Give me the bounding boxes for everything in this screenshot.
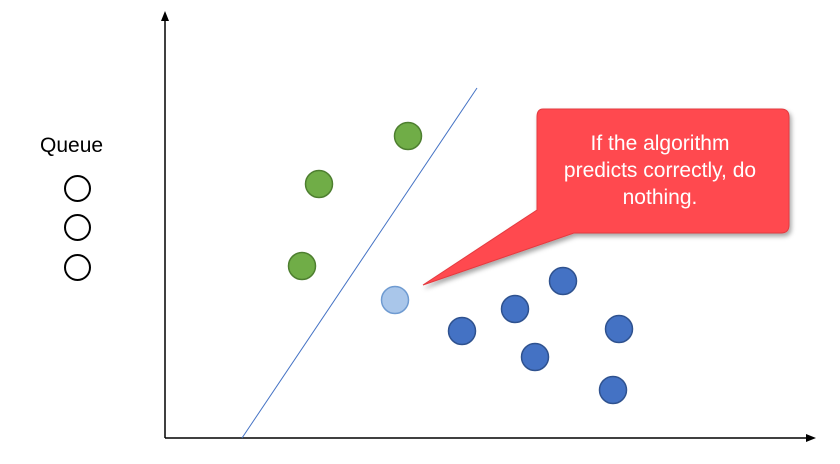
class-a-point xyxy=(304,169,334,199)
queue-slot xyxy=(64,214,91,241)
queue-slot xyxy=(64,175,91,202)
class-b-point xyxy=(447,316,477,346)
class-a-point xyxy=(393,121,423,151)
current-sample-point xyxy=(380,285,410,315)
class-b-point xyxy=(548,266,578,296)
queue-title: Queue xyxy=(40,134,104,157)
x-axis-arrow xyxy=(806,434,816,442)
callout-text: If the algorithm predicts correctly, do … xyxy=(536,130,784,211)
class-b-point xyxy=(598,375,628,405)
class-b-point xyxy=(500,294,530,324)
y-axis-arrow xyxy=(161,11,169,21)
class-b-point xyxy=(604,314,634,344)
callout-line: If the algorithm xyxy=(590,132,730,155)
class-b-point xyxy=(520,342,550,372)
callout-bubble xyxy=(422,108,790,286)
class-a-point xyxy=(287,251,317,281)
callout-line: nothing. xyxy=(622,186,698,209)
decision-boundary-line xyxy=(241,87,478,439)
callout-line: predicts correctly, do xyxy=(563,159,757,182)
queue-slot xyxy=(64,254,91,281)
